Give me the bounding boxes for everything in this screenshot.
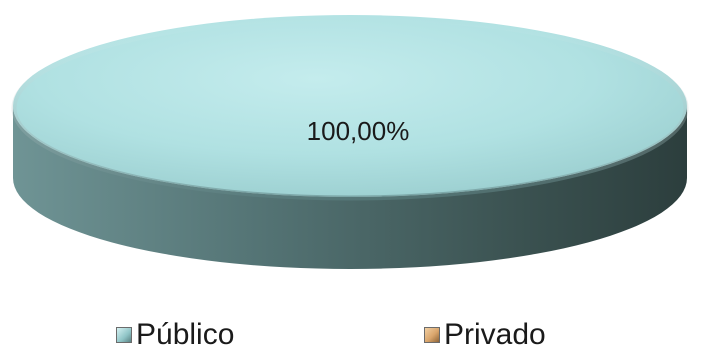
pie-slice-side-0 — [13, 106, 687, 269]
square-cyan-icon — [116, 327, 132, 343]
pie-slice-publico[interactable] — [13, 15, 687, 197]
pie-top-rim — [11, 15, 689, 201]
legend-item-privado[interactable]: Privado — [424, 316, 546, 354]
legend: Público Privado — [0, 316, 701, 354]
data-label-publico: 100,00% — [307, 116, 410, 146]
legend-label-privado: Privado — [444, 318, 546, 351]
legend-item-publico[interactable]: Público — [116, 316, 234, 354]
square-orange-icon — [424, 327, 440, 343]
legend-label-publico: Público — [136, 318, 235, 351]
